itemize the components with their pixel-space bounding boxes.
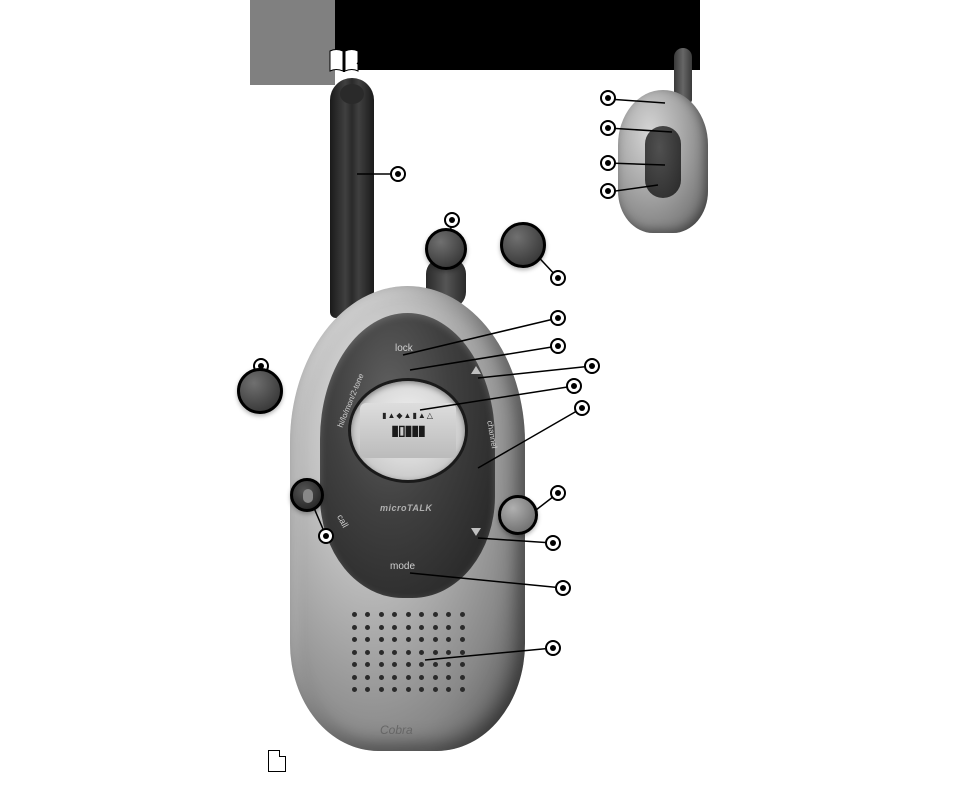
callout-target (545, 535, 561, 551)
callout-target (550, 270, 566, 286)
lcd-content: ▮▲◆▲▮▲△ ▮▯▮▮▮ (360, 403, 456, 458)
cobra-logo: Cobra (380, 723, 413, 737)
callout-target (550, 310, 566, 326)
callout-target (574, 400, 590, 416)
lock-button-label: lock (395, 343, 413, 354)
header-gray-block (250, 0, 335, 85)
callout-target (390, 166, 406, 182)
channel-up-arrow-icon (471, 366, 481, 374)
radio-front-view: ▮▲◆▲▮▲△ ▮▯▮▮▮ lock mode hi/lo/mon/2-tone… (278, 78, 538, 758)
callout-target (545, 640, 561, 656)
callout-target (444, 212, 460, 228)
callout-target (600, 183, 616, 199)
mode-button-label: mode (390, 561, 415, 572)
callout-target (550, 485, 566, 501)
small-back-panel (645, 126, 681, 198)
callout-target (566, 378, 582, 394)
callout-target (550, 338, 566, 354)
zoom-detail-circle (237, 368, 283, 414)
zoom-detail-circle (498, 495, 538, 535)
zoom-detail-circle (290, 478, 324, 512)
open-book-icon (328, 48, 360, 74)
lcd-digits: ▮▯▮▮▮ (360, 422, 456, 439)
callout-target (600, 120, 616, 136)
callout-target (555, 580, 571, 596)
antenna-tip (340, 84, 364, 104)
callout-target (600, 155, 616, 171)
microtalk-brand: microTALK (380, 503, 432, 513)
callout-target (600, 90, 616, 106)
radio-back-view (618, 48, 708, 233)
zoom-detail-circle (500, 222, 546, 268)
zoom-detail-circle (425, 228, 467, 270)
channel-down-arrow-icon (471, 528, 481, 536)
speaker-grille (346, 606, 474, 701)
callout-target (318, 528, 334, 544)
note-page-icon (268, 750, 286, 772)
callout-target (584, 358, 600, 374)
antenna (330, 78, 374, 318)
lcd-icons-row: ▮▲◆▲▮▲△ (360, 411, 456, 420)
